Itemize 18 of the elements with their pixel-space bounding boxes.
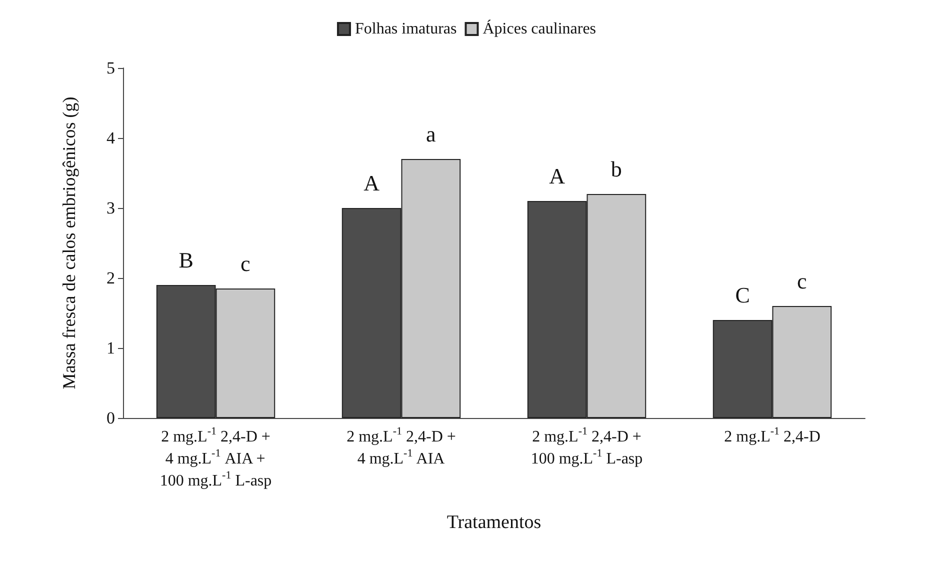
data-label: B bbox=[178, 248, 194, 272]
x-axis-title: Tratamentos bbox=[446, 512, 542, 533]
legend-label: Ápices caulinares bbox=[482, 20, 596, 38]
data-label: C bbox=[735, 282, 750, 308]
y-tick-label: 1 bbox=[106, 338, 115, 358]
y-axis-title: Massa fresca de calos embriogênicos (g) bbox=[59, 96, 79, 390]
data-label: c bbox=[797, 268, 808, 294]
y-tick-label: 5 bbox=[106, 58, 115, 78]
y-tick-label: 0 bbox=[106, 408, 115, 428]
data-label: c bbox=[240, 251, 251, 276]
data-label: a bbox=[426, 122, 436, 146]
y-tick-label: 4 bbox=[106, 128, 116, 148]
data-label: b bbox=[610, 156, 622, 182]
y-tick-label: 3 bbox=[106, 198, 115, 218]
y-tick-label: 2 bbox=[106, 268, 115, 288]
data-label: A bbox=[549, 164, 566, 188]
legend-label: Folhas imaturas bbox=[354, 20, 457, 38]
data-label: A bbox=[364, 170, 380, 196]
